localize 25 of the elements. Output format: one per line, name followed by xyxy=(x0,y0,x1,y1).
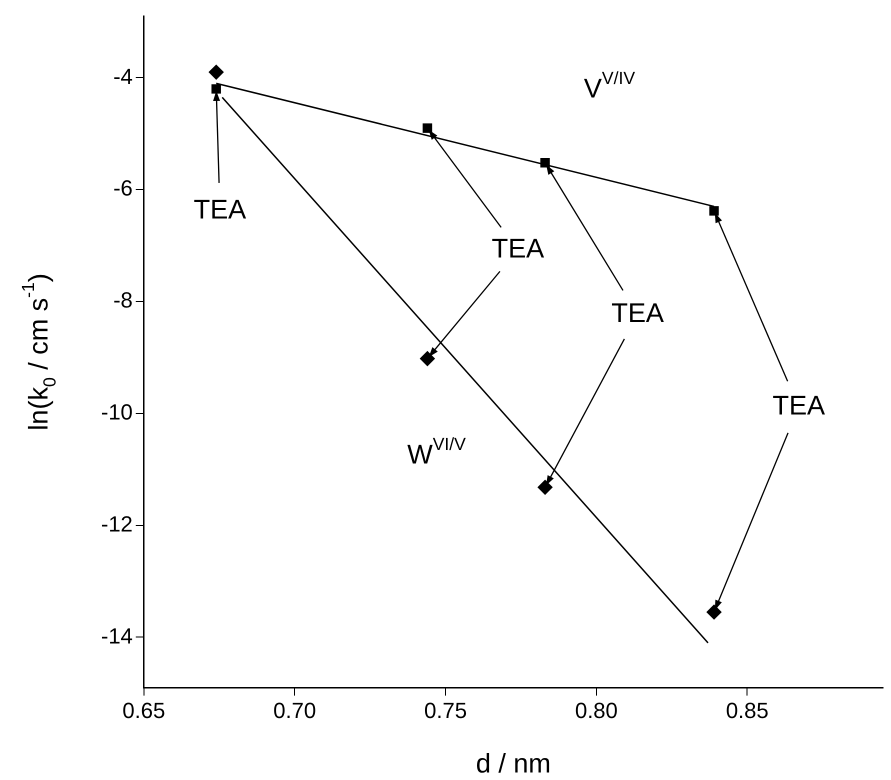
point xyxy=(208,64,224,80)
x-tick-label: 0.70 xyxy=(273,698,316,723)
x-tick-label: 0.80 xyxy=(574,698,618,723)
y-tick-label: -10 xyxy=(101,400,133,425)
point xyxy=(422,123,432,133)
annotation: TEA xyxy=(194,194,246,224)
x-tick-label: 0.75 xyxy=(424,698,467,723)
x-tick-label: 0.85 xyxy=(726,698,769,723)
y-axis-title: ln(k0 / cm s-1) xyxy=(18,273,60,431)
y-tick-label: -12 xyxy=(101,511,133,536)
point xyxy=(538,480,553,495)
point xyxy=(709,206,719,216)
y-tick-label: -4 xyxy=(113,64,133,89)
x-tick-label: 0.65 xyxy=(122,698,166,723)
point xyxy=(420,351,435,366)
y-tick-label: -8 xyxy=(113,288,133,313)
y-tick-label: -6 xyxy=(113,176,133,201)
point xyxy=(540,158,550,168)
x-axis-title: d / nm xyxy=(476,748,551,778)
y-tick-label: -14 xyxy=(101,623,133,648)
annotation: TEA xyxy=(772,390,825,420)
annotation: TEA xyxy=(492,233,544,264)
point xyxy=(211,84,221,94)
annotation: TEA xyxy=(611,298,664,328)
point xyxy=(706,604,722,620)
